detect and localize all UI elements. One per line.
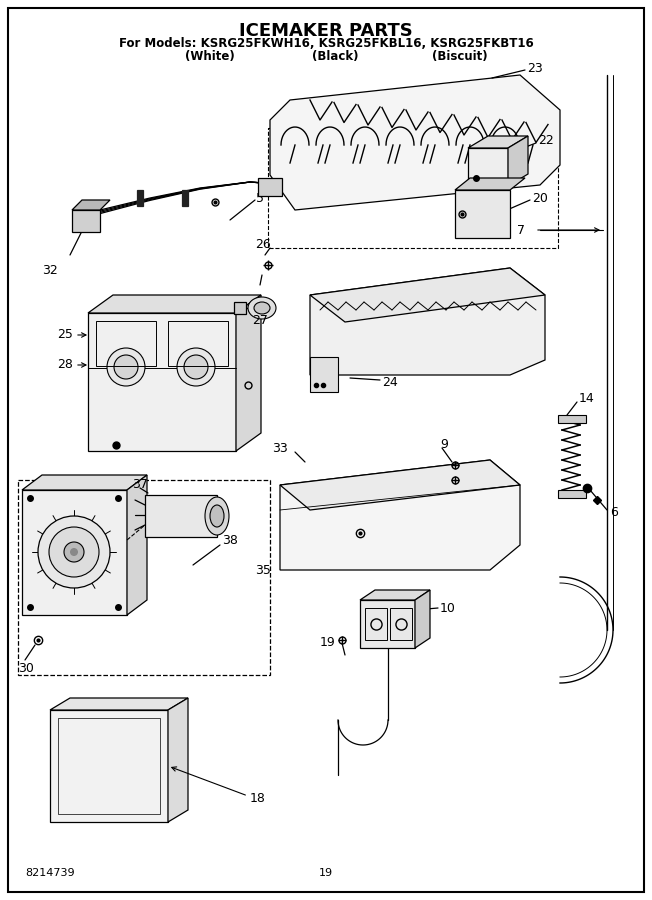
Bar	[96, 321, 156, 366]
Polygon shape	[415, 590, 430, 648]
Text: 5: 5	[256, 192, 264, 204]
Ellipse shape	[114, 355, 138, 379]
Text: (Black): (Black)	[312, 50, 358, 63]
Ellipse shape	[49, 527, 99, 577]
Text: 9: 9	[440, 438, 448, 452]
Bar	[22, 490, 127, 615]
Bar	[18, 480, 270, 675]
Polygon shape	[280, 460, 520, 510]
Polygon shape	[22, 475, 147, 490]
Ellipse shape	[70, 548, 78, 556]
Text: 19: 19	[319, 868, 333, 878]
Text: ICEMAKER PARTS: ICEMAKER PARTS	[239, 22, 413, 40]
Ellipse shape	[248, 297, 276, 319]
Text: 26: 26	[255, 238, 271, 251]
Text: 18: 18	[250, 791, 266, 805]
Bar	[468, 148, 508, 186]
Text: 25: 25	[57, 328, 73, 341]
Text: 19: 19	[320, 635, 336, 649]
Ellipse shape	[64, 542, 84, 562]
Bar	[558, 415, 586, 423]
Text: 20: 20	[532, 192, 548, 204]
Text: (Biscuit): (Biscuit)	[432, 50, 488, 63]
Bar	[365, 608, 387, 640]
Bar	[137, 190, 143, 206]
Bar	[50, 710, 168, 822]
Ellipse shape	[205, 497, 229, 535]
Text: 22: 22	[538, 133, 554, 147]
Text: 7: 7	[517, 223, 525, 237]
Bar	[182, 190, 188, 206]
Polygon shape	[468, 136, 528, 148]
Bar	[390, 608, 412, 640]
Text: 23: 23	[527, 61, 542, 75]
Text: (White): (White)	[185, 50, 235, 63]
Text: 6: 6	[610, 507, 618, 519]
Polygon shape	[508, 136, 528, 186]
Text: 27: 27	[252, 313, 268, 327]
Ellipse shape	[184, 355, 208, 379]
Text: For Models: KSRG25FKWH16, KSRG25FKBL16, KSRG25FKBT16: For Models: KSRG25FKWH16, KSRG25FKBL16, …	[119, 37, 533, 50]
Bar	[310, 357, 338, 392]
Ellipse shape	[177, 348, 215, 386]
Polygon shape	[88, 295, 261, 313]
Bar	[58, 718, 160, 814]
Text: 37: 37	[132, 479, 148, 491]
Text: 28: 28	[57, 358, 73, 372]
Ellipse shape	[254, 302, 270, 314]
Bar	[145, 495, 217, 537]
Bar	[268, 128, 558, 248]
Polygon shape	[360, 590, 430, 600]
Bar	[72, 210, 100, 232]
Text: 35: 35	[255, 563, 271, 577]
Bar	[558, 490, 586, 498]
Polygon shape	[72, 200, 110, 210]
Bar	[455, 190, 510, 238]
Text: 38: 38	[222, 534, 238, 546]
Ellipse shape	[107, 348, 145, 386]
Bar	[234, 302, 246, 314]
Bar	[168, 321, 228, 366]
Text: 32: 32	[42, 264, 58, 276]
Polygon shape	[270, 75, 560, 210]
Text: 33: 33	[272, 442, 288, 454]
Polygon shape	[50, 698, 188, 710]
Bar	[360, 600, 415, 648]
Polygon shape	[168, 698, 188, 822]
Ellipse shape	[210, 505, 224, 527]
Text: 24: 24	[382, 375, 398, 389]
Ellipse shape	[38, 516, 110, 588]
Polygon shape	[236, 295, 261, 451]
Polygon shape	[310, 268, 545, 375]
Polygon shape	[280, 460, 520, 570]
Text: 14: 14	[579, 392, 595, 406]
Bar	[258, 178, 282, 196]
Polygon shape	[455, 178, 525, 190]
Text: 10: 10	[440, 601, 456, 615]
Text: 8214739: 8214739	[25, 868, 74, 878]
Polygon shape	[127, 475, 147, 615]
Bar	[88, 313, 236, 451]
Polygon shape	[310, 268, 545, 322]
Text: 30: 30	[18, 662, 34, 674]
